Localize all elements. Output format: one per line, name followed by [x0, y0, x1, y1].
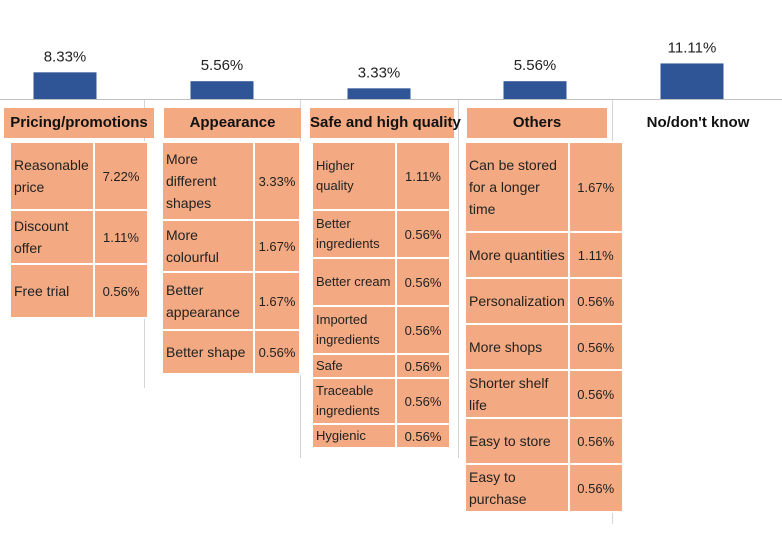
- row-value: 1.67%: [255, 221, 299, 271]
- table-row: Safe 0.56%: [313, 355, 449, 377]
- row-value: 1.67%: [569, 143, 622, 231]
- row-label: Safe: [313, 355, 395, 377]
- row-label: Hygienic: [313, 425, 395, 447]
- bar-chart: 8.33% 5.56% 3.33% 5.56% 11.11%: [0, 0, 782, 100]
- row-label: More colourful: [163, 221, 253, 271]
- bar: [503, 81, 567, 99]
- table-row: Free trial 0.56%: [11, 265, 147, 317]
- row-value: 0.56%: [569, 465, 622, 511]
- table-row: Can be stored for a longer time 1.67%: [466, 143, 622, 231]
- table-row: Shorter shelf life 0.56%: [466, 371, 622, 417]
- bar-value-label: 8.33%: [44, 48, 87, 65]
- row-value: 1.67%: [255, 273, 299, 329]
- row-label: Better ingredients: [313, 211, 395, 257]
- row-label: Easy to purchase: [466, 465, 568, 511]
- bar: [660, 63, 724, 99]
- table-row: Traceable ingredients 0.56%: [313, 379, 449, 423]
- bar: [190, 81, 254, 99]
- row-value: 1.11%: [397, 143, 449, 209]
- group-header-others: Others: [467, 108, 607, 138]
- group-header-safe: Safe and high quality: [310, 108, 461, 138]
- group-header-appearance: Appearance: [164, 108, 301, 138]
- table-row: Imported ingredients 0.56%: [313, 307, 449, 353]
- row-value: 1.11%: [95, 211, 147, 263]
- row-label: Better shape: [163, 331, 253, 373]
- bar: [33, 72, 97, 99]
- row-label: Better cream: [313, 259, 395, 305]
- table-row: Easy to purchase 0.56%: [466, 465, 622, 511]
- bar-value-label: 5.56%: [514, 57, 557, 74]
- row-value: 0.56%: [255, 331, 299, 373]
- bar-value-label: 11.11%: [668, 39, 717, 56]
- row-label: Imported ingredients: [313, 307, 395, 353]
- table-row: More colourful 1.67%: [163, 221, 299, 271]
- row-label: More different shapes: [163, 143, 253, 219]
- table-row: Easy to store 0.56%: [466, 419, 622, 463]
- others-table: Can be stored for a longer time 1.67% Mo…: [464, 141, 624, 513]
- row-value: 0.56%: [397, 355, 449, 377]
- bar: [347, 88, 411, 99]
- bar-value-label: 3.33%: [358, 64, 401, 81]
- row-value: 0.56%: [95, 265, 147, 317]
- table-row: More quantities 1.11%: [466, 233, 622, 277]
- row-label: Personalization: [466, 279, 568, 323]
- bar-chart-svg: 8.33% 5.56% 3.33% 5.56% 11.11%: [0, 39, 782, 100]
- row-value: 3.33%: [255, 143, 299, 219]
- row-label: Can be stored for a longer time: [466, 143, 568, 231]
- row-value: 7.22%: [95, 143, 147, 209]
- row-value: 0.56%: [397, 307, 449, 353]
- row-value: 0.56%: [397, 211, 449, 257]
- table-row: Better ingredients 0.56%: [313, 211, 449, 257]
- table-row: More different shapes 3.33%: [163, 143, 299, 219]
- row-value: 0.56%: [397, 379, 449, 423]
- pricing-table: Reasonable price 7.22% Discount offer 1.…: [9, 141, 149, 319]
- bar-value-label: 5.56%: [201, 57, 244, 74]
- row-label: Shorter shelf life: [466, 371, 568, 417]
- table-row: Higher quality 1.11%: [313, 143, 449, 209]
- row-label: Discount offer: [11, 211, 93, 263]
- row-label: More quantities: [466, 233, 568, 277]
- table-row: Reasonable price 7.22%: [11, 143, 147, 209]
- table-row: Better cream 0.56%: [313, 259, 449, 305]
- table-row: Better shape 0.56%: [163, 331, 299, 373]
- table-row: More shops 0.56%: [466, 325, 622, 369]
- row-label: Reasonable price: [11, 143, 93, 209]
- row-value: 0.56%: [569, 325, 622, 369]
- table-row: Hygienic 0.56%: [313, 425, 449, 447]
- table-row: Discount offer 1.11%: [11, 211, 147, 263]
- appearance-table: More different shapes 3.33% More colourf…: [161, 141, 301, 375]
- row-value: 0.56%: [569, 371, 622, 417]
- separator-line: [458, 100, 459, 458]
- table-row: Personalization 0.56%: [466, 279, 622, 323]
- group-header-pricing: Pricing/promotions: [4, 108, 154, 138]
- row-label: Free trial: [11, 265, 93, 317]
- row-value: 1.11%: [569, 233, 622, 277]
- safe-quality-table: Higher quality 1.11% Better ingredients …: [311, 141, 451, 449]
- row-label: Traceable ingredients: [313, 379, 395, 423]
- row-value: 0.56%: [569, 419, 622, 463]
- row-label: Higher quality: [313, 143, 395, 209]
- row-value: 0.56%: [569, 279, 622, 323]
- group-header-no-dont-know: No/don't know: [646, 114, 750, 131]
- row-value: 0.56%: [397, 425, 449, 447]
- row-value: 0.56%: [397, 259, 449, 305]
- table-row: Better appearance 1.67%: [163, 273, 299, 329]
- row-label: Better appearance: [163, 273, 253, 329]
- row-label: Easy to store: [466, 419, 568, 463]
- row-label: More shops: [466, 325, 568, 369]
